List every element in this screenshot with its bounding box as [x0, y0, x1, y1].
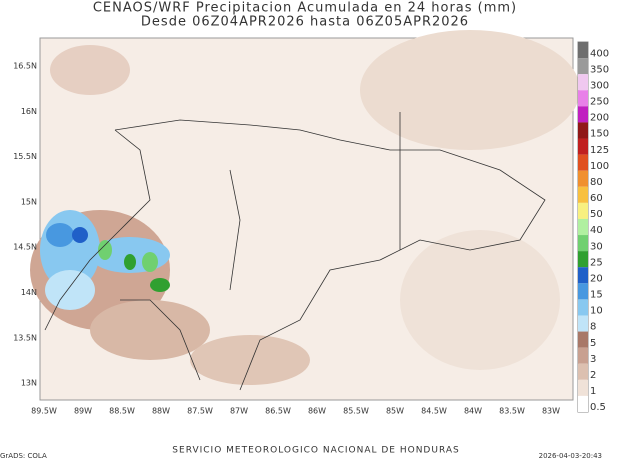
colorbar-label: 30 [590, 241, 603, 252]
lon-label: 83W [542, 407, 560, 416]
colorbar-swatch [578, 363, 588, 380]
lon-label: 84W [464, 407, 482, 416]
colorbar-swatch [578, 202, 588, 219]
colorbar-swatch [578, 138, 588, 155]
lon-label: 86.5W [265, 407, 291, 416]
lon-label: 86W [308, 407, 326, 416]
colorbar-label: 5 [590, 338, 596, 349]
colorbar-swatch [578, 267, 588, 284]
lon-label: 87.5W [187, 407, 213, 416]
colorbar-label: 80 [590, 177, 603, 188]
colorbar-swatch [578, 235, 588, 252]
colorbar-label: 50 [590, 209, 603, 220]
footer-agency: SERVICIO METEOROLOGICO NACIONAL DE HONDU… [172, 446, 459, 456]
colorbar-label: 250 [590, 97, 609, 108]
title: CENAOS/WRF Precipitacion Acumulada en 24… [93, 1, 517, 16]
colorbar-label: 125 [590, 145, 609, 156]
colorbar-swatch [578, 170, 588, 187]
colorbar-label: 20 [590, 273, 603, 284]
lat-label: 15N [21, 197, 37, 206]
colorbar-swatch [578, 395, 588, 412]
colorbar-label: 0.5 [590, 402, 606, 413]
colorbar-swatch [578, 315, 588, 332]
lon-label: 89.5W [31, 407, 57, 416]
lon-label: 88.5W [109, 407, 135, 416]
lat-label: 13.5N [13, 333, 37, 342]
lat-label: 13N [21, 379, 37, 388]
colorbar-label: 40 [590, 225, 603, 236]
map-area [30, 30, 580, 401]
lon-label: 84.5W [421, 407, 447, 416]
lon-label: 85W [386, 407, 404, 416]
colorbar-swatch [578, 299, 588, 316]
colorbar-label: 8 [590, 322, 596, 333]
lat-label: 16.5N [13, 62, 37, 71]
colorbar-label: 15 [590, 290, 603, 301]
colorbar-swatch [578, 74, 588, 91]
colorbar-label: 150 [590, 129, 609, 140]
colorbar-swatch [578, 218, 588, 236]
lat-label: 14.5N [13, 243, 37, 252]
colorbar-label: 1 [590, 386, 596, 397]
colorbar-label: 60 [590, 193, 603, 204]
colorbar-swatch [578, 42, 588, 59]
lon-label: 83.5W [499, 407, 525, 416]
lon-label: 88W [152, 407, 170, 416]
colorbar-label: 200 [590, 113, 609, 124]
colorbar-swatch [578, 122, 588, 139]
colorbar-swatch [578, 251, 588, 268]
lat-label: 14N [21, 288, 37, 297]
colorbar-label: 350 [590, 64, 609, 75]
colorbar-swatch [578, 58, 588, 75]
colorbar-swatch [578, 90, 588, 107]
lat-label: 16N [21, 107, 37, 116]
timestamp: 2026-04-03-20:43 [539, 452, 602, 460]
subtitle: Desde 06Z04APR2026 hasta 06Z05APR2026 [141, 15, 469, 30]
colorbar-swatch [578, 154, 588, 171]
colorbar-swatch [578, 331, 588, 348]
colorbar-label: 400 [590, 48, 609, 59]
colorbar-swatch [578, 347, 588, 364]
colorbar-label: 10 [590, 306, 603, 317]
colorbar-label: 2 [590, 370, 596, 381]
colorbar-swatch [578, 106, 588, 123]
colorbar-swatch [578, 379, 588, 396]
lon-label: 89W [74, 407, 92, 416]
colorbar-swatch [578, 283, 588, 300]
software: GrADS: COLA [0, 452, 47, 460]
colorbar-swatch [578, 186, 588, 203]
lon-label: 85.5W [343, 407, 369, 416]
colorbar-label: 100 [590, 161, 609, 172]
colorbar-label: 300 [590, 80, 609, 91]
lat-label: 15.5N [13, 152, 37, 161]
colorbar-label: 3 [590, 354, 596, 365]
colorbar-label: 25 [590, 257, 603, 268]
lon-label: 87W [230, 407, 248, 416]
